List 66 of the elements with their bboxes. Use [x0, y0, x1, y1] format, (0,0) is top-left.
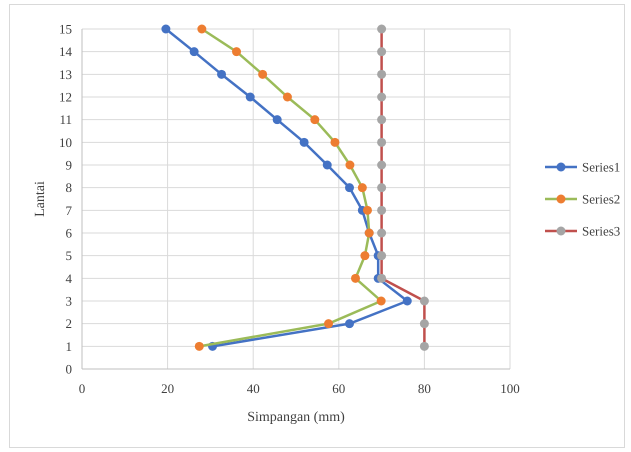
y-tick-label: 11	[59, 112, 72, 128]
legend-label: Series2	[582, 192, 620, 207]
point	[377, 24, 386, 34]
point	[310, 115, 320, 124]
x-tick-label: 40	[246, 381, 260, 396]
legend-label: Series1	[582, 160, 620, 175]
point	[377, 92, 386, 102]
y-tick-label: 10	[59, 134, 72, 150]
y-tick-label: 9	[66, 158, 72, 173]
x-tick-label: 80	[418, 381, 431, 396]
point	[282, 92, 292, 102]
y-tick-label: 13	[59, 66, 72, 82]
point	[377, 115, 386, 124]
point	[377, 160, 386, 170]
point	[350, 274, 360, 283]
point	[300, 138, 309, 147]
point	[420, 319, 429, 328]
y-tick-label: 14	[59, 44, 72, 60]
point	[377, 228, 386, 238]
point	[376, 296, 386, 306]
point	[258, 70, 268, 79]
point	[358, 183, 367, 192]
point	[324, 319, 334, 328]
y-axis-title: Lantai	[33, 181, 48, 217]
y-tick-label: 15	[59, 22, 72, 37]
x-tick-label: 0	[78, 381, 86, 396]
x-tick-label: 100	[500, 381, 520, 396]
point	[232, 47, 242, 56]
y-tick-label: 5	[66, 248, 72, 264]
y-tick-label: 3	[66, 294, 72, 309]
point	[345, 319, 354, 328]
point	[246, 92, 255, 102]
point	[377, 70, 386, 79]
point	[402, 296, 412, 306]
point	[272, 115, 282, 124]
y-tick-label: 12	[59, 90, 72, 105]
point	[360, 251, 370, 260]
point	[377, 274, 386, 283]
point	[161, 24, 170, 34]
point	[377, 138, 386, 147]
x-tick-label: 20	[161, 381, 174, 396]
y-tick-label: 6	[66, 226, 72, 241]
point	[197, 24, 206, 34]
y-tick-label: 2	[66, 316, 72, 332]
point	[194, 342, 204, 351]
point	[322, 160, 332, 170]
point	[377, 47, 386, 56]
x-tick-label: 60	[332, 381, 346, 396]
y-tick-label: 4	[66, 270, 72, 286]
point	[377, 206, 386, 215]
point	[420, 296, 429, 306]
y-tick-label: 0	[66, 362, 72, 377]
point	[345, 183, 354, 192]
y-tick-label: 8	[66, 180, 72, 196]
point	[330, 138, 340, 147]
x-axis-title: Simpangan (mm)	[247, 410, 346, 425]
y-tick-label: 1	[66, 338, 72, 354]
point	[190, 47, 199, 56]
legend-label: Series3	[582, 224, 620, 239]
point	[420, 342, 429, 351]
point	[345, 160, 354, 170]
y-tick-label: 7	[66, 202, 72, 218]
point	[377, 183, 386, 192]
point	[377, 251, 386, 260]
point	[362, 206, 372, 215]
point	[217, 70, 226, 79]
